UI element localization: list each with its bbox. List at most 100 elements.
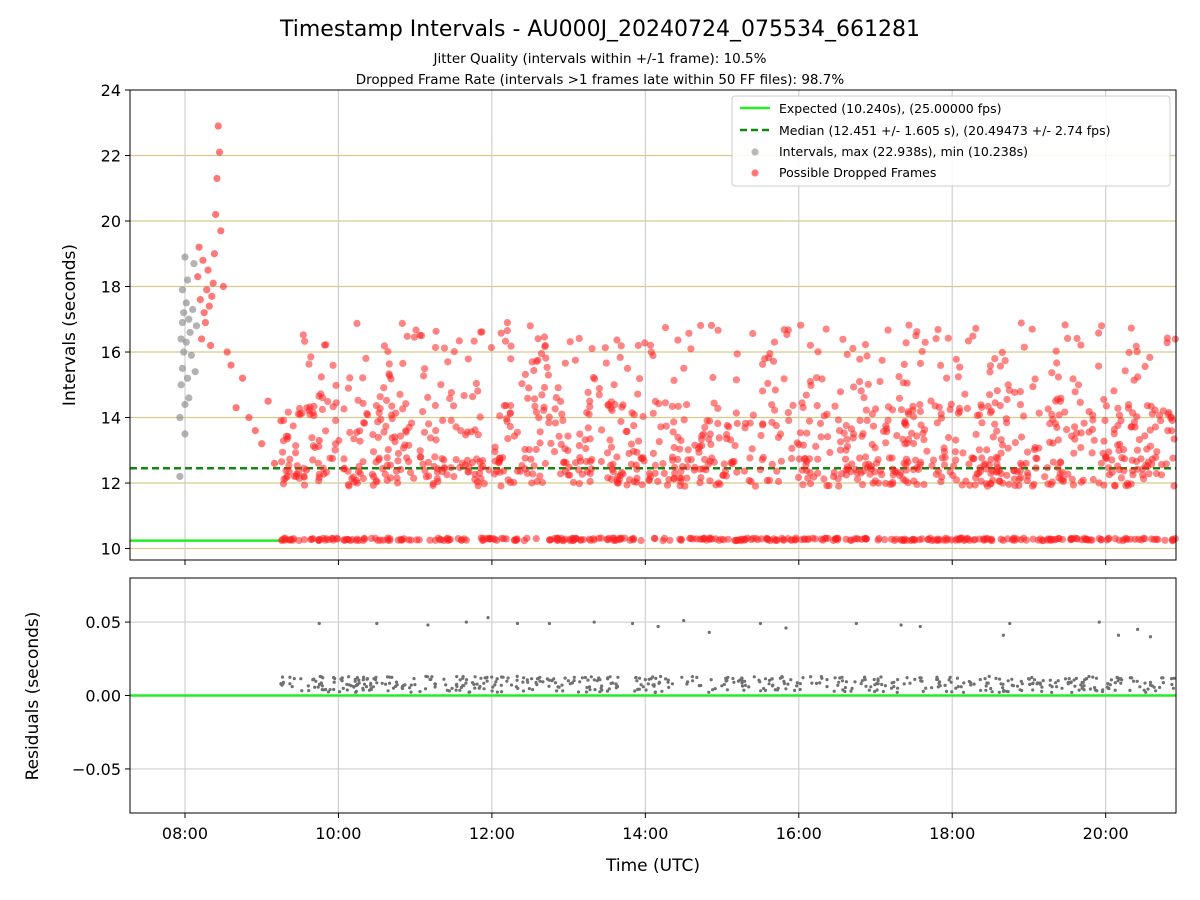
- dropped-frame-point: [1103, 454, 1111, 463]
- residual-point: [895, 690, 899, 695]
- dropped-frame-point: [1095, 362, 1103, 370]
- residual-point: [538, 679, 542, 683]
- dropped-frame-point: [774, 477, 783, 486]
- dropped-frame-point: [551, 405, 559, 413]
- residual-point: [1011, 684, 1016, 688]
- dropped-frame-point: [391, 438, 399, 446]
- residual-point: [682, 618, 686, 623]
- dropped-frame-point: [908, 429, 916, 437]
- residual-point: [641, 685, 645, 689]
- intervals-panel: 10 12 14 16 18 20 22 24 Intervals (seconds) Exp…: [60, 81, 1179, 565]
- residual-point: [1067, 680, 1071, 685]
- residual-point: [732, 680, 736, 684]
- residual-point: [461, 676, 465, 680]
- dropped-frame-point: [332, 416, 340, 425]
- dropped-frame-point: [450, 348, 458, 356]
- dropped-frame-point: [444, 358, 452, 366]
- residual-point: [969, 681, 973, 685]
- dropped-frame-point: [524, 394, 532, 402]
- dropped-frame-point: [586, 397, 594, 405]
- residual-point: [731, 676, 735, 681]
- dropped-frame-point: [1115, 536, 1123, 544]
- dropped-frame-point: [856, 454, 864, 462]
- dropped-frame-point: [1029, 383, 1037, 391]
- residual-point: [578, 680, 582, 684]
- residual-point: [526, 680, 530, 684]
- dropped-frame-point: [422, 473, 430, 481]
- dropped-frame-point: [480, 480, 488, 488]
- residual-point: [534, 680, 538, 685]
- dropped-frame-point: [923, 447, 931, 455]
- dropped-frame-point: [1020, 412, 1028, 420]
- dropped-frame-point: [419, 408, 427, 416]
- dropped-frame-point: [436, 536, 444, 544]
- dropped-frame-point: [842, 446, 850, 454]
- dropped-frame-point: [1145, 470, 1153, 478]
- residual-point: [667, 685, 671, 690]
- residual-point: [541, 680, 545, 684]
- residual-point: [426, 623, 430, 627]
- dropped-frame-point: [1020, 343, 1028, 351]
- residual-point: [784, 687, 788, 691]
- dropped-frame-point: [1071, 388, 1079, 396]
- dropped-frame-point: [669, 428, 677, 436]
- dropped-frame-point: [1041, 473, 1049, 481]
- dropped-frame-point: [975, 446, 984, 454]
- residual-point: [563, 676, 567, 680]
- dropped-frame-point: [1073, 534, 1081, 543]
- interval-point: [187, 351, 195, 359]
- residuals-x-tick-label: 20:00: [1083, 824, 1129, 843]
- dropped-frame-point: [809, 534, 817, 542]
- residual-point: [288, 675, 292, 679]
- dropped-frame-point: [208, 292, 216, 300]
- dropped-frame-point: [817, 433, 825, 441]
- dropped-frame-point: [314, 459, 322, 467]
- dropped-frame-point: [1017, 474, 1025, 482]
- dropped-frame-point: [788, 454, 796, 463]
- legend-intervals-swatch: [751, 148, 759, 156]
- dropped-frame-point: [773, 467, 781, 475]
- dropped-frame-point: [518, 462, 526, 470]
- intervals-y-axis-label: Intervals (seconds): [60, 244, 80, 406]
- dropped-frame-point: [1056, 458, 1064, 466]
- residuals-x-tick-label: 16:00: [776, 824, 822, 843]
- dropped-frame-point: [1114, 441, 1122, 449]
- residual-point: [516, 686, 520, 691]
- dropped-frame-point: [540, 403, 548, 411]
- dropped-frame-point: [729, 458, 737, 466]
- residual-point: [962, 681, 966, 685]
- dropped-frame-point: [842, 471, 850, 479]
- residual-point: [638, 676, 642, 680]
- residual-point: [759, 689, 763, 693]
- dropped-frame-point: [440, 456, 448, 464]
- residual-point: [354, 689, 358, 693]
- residual-point: [485, 679, 489, 683]
- dropped-frame-point: [784, 409, 792, 417]
- dropped-frame-point: [951, 448, 960, 456]
- dropped-frame-point: [959, 449, 967, 457]
- dropped-frame-point: [639, 454, 647, 462]
- residual-point: [418, 690, 422, 694]
- dropped-frame-point: [932, 335, 940, 343]
- residual-point: [556, 685, 560, 689]
- dropped-frame-point: [733, 468, 741, 476]
- interval-point: [180, 309, 188, 317]
- residual-point: [1077, 688, 1081, 692]
- dropped-frame-point: [1171, 335, 1179, 343]
- dropped-frame-point: [381, 470, 389, 478]
- residual-point: [763, 677, 768, 681]
- dropped-frame-point: [331, 446, 339, 454]
- dropped-frame-point: [426, 434, 435, 442]
- residual-point: [1067, 677, 1071, 681]
- dropped-frame-point: [1080, 419, 1088, 427]
- dropped-frame-point: [876, 377, 884, 386]
- dropped-frame-point: [1129, 409, 1137, 417]
- dropped-frame-point: [902, 455, 911, 463]
- residual-point: [720, 684, 724, 688]
- residual-point: [1041, 679, 1045, 683]
- dropped-frame-point: [575, 480, 584, 488]
- residual-point: [859, 682, 863, 686]
- dropped-frame-point: [882, 439, 890, 447]
- dropped-frame-point: [605, 400, 613, 408]
- dropped-frame-point: [797, 536, 805, 544]
